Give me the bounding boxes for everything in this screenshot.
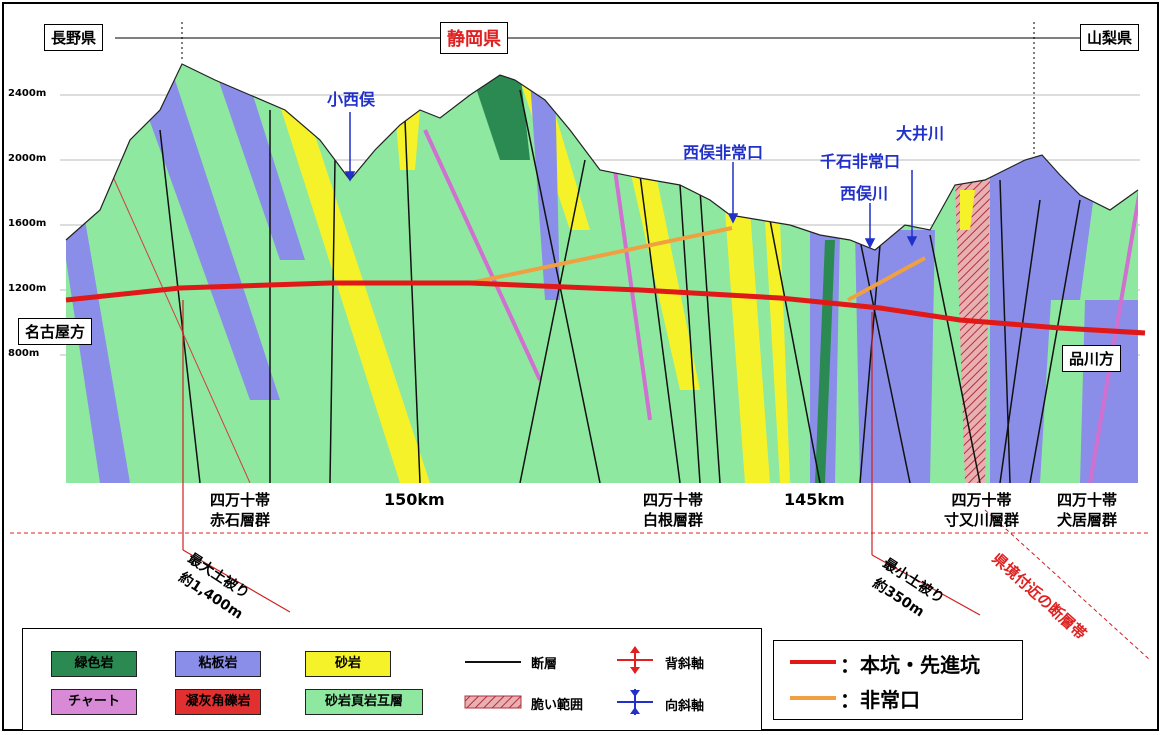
strata-group-inui: 四万十帯 犬居層群 xyxy=(1057,491,1118,529)
legend-fault-text: 断層 xyxy=(531,657,558,672)
strata-body xyxy=(66,64,1138,483)
legend-slate: 粘板岩 xyxy=(175,651,261,677)
tunnel-legend: ：本坑・先進坑 ：非常口 xyxy=(773,640,1023,720)
strata-group-sumatagawa: 四万十帯 寸又川層群 xyxy=(944,491,1020,529)
exit-tunnel-swatch xyxy=(790,696,836,700)
legend-chert: チャート xyxy=(51,689,137,715)
legend-main-tunnel-text: ：本坑・先進坑 xyxy=(840,653,980,677)
prefecture-shizuoka: 静岡県 xyxy=(440,22,508,54)
elevation-tick: 800m xyxy=(8,348,40,359)
prefecture-nagano: 長野県 xyxy=(44,24,104,51)
km-mark-145: 145km xyxy=(784,490,845,509)
terrain-outline xyxy=(65,63,1139,251)
label-konishimata: 小西俣 xyxy=(327,90,376,109)
legend-alternation: 砂岩頁岩互層 xyxy=(305,689,423,715)
legend-weak-zone-swatch xyxy=(464,695,522,709)
legend-greenstone: 緑色岩 xyxy=(51,651,137,677)
label-nishimata-river: 西俣川 xyxy=(840,184,889,203)
nishimata-exit-tunnel xyxy=(469,226,733,285)
elevation-tick: 2400m xyxy=(8,88,47,99)
km-mark-150: 150km xyxy=(384,490,445,509)
legend-tuff-breccia: 凝灰角礫岩 xyxy=(175,689,261,715)
strata-group-shirane: 四万十帯 白根層群 xyxy=(643,491,704,529)
main-tunnel-swatch xyxy=(790,660,836,664)
main-tunnel-line xyxy=(65,280,1146,336)
syncline-icon xyxy=(617,689,653,715)
label-nishimata-exit: 西俣非常口 xyxy=(683,143,764,162)
direction-nagoya: 名古屋方 xyxy=(18,318,93,345)
label-oi-river: 大井川 xyxy=(896,124,945,143)
legend-syncline-text: 向斜軸 xyxy=(665,699,705,714)
anticline-icon xyxy=(617,646,653,674)
legend-weak-zone-text: 脆い範囲 xyxy=(531,698,584,713)
strata-group-akaishi: 四万十帯 赤石層群 xyxy=(210,491,271,529)
direction-shinagawa: 品川方 xyxy=(1062,345,1122,372)
max-cover-leader xyxy=(182,549,291,613)
legend-fault-line xyxy=(465,661,521,663)
label-arrows xyxy=(344,112,918,249)
elevation-tick: 1200m xyxy=(8,283,47,294)
prefecture-yamanashi: 山梨県 xyxy=(1080,24,1140,51)
min-cover-leader xyxy=(871,554,981,616)
legend-anticline-text: 背斜軸 xyxy=(665,657,705,672)
fault-zone-line xyxy=(984,509,1151,661)
senzoku-exit-tunnel xyxy=(847,256,926,302)
legend-exit-text: ：非常口 xyxy=(840,688,920,712)
rock-legend: 緑色岩 粘板岩 砂岩 チャート 凝灰角礫岩 砂岩頁岩互層 断層 脆い範囲 背斜軸… xyxy=(22,628,762,731)
elevation-tick: 2000m xyxy=(8,153,47,164)
label-senzoku-exit: 千石非常口 xyxy=(820,152,901,171)
legend-sandstone: 砂岩 xyxy=(305,651,391,677)
elevation-tick: 1600m xyxy=(8,218,47,229)
